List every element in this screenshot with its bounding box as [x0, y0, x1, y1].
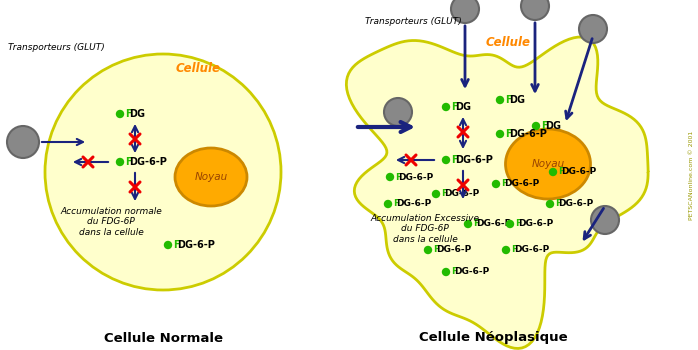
- Text: Transporteurs (GLUT): Transporteurs (GLUT): [8, 43, 105, 52]
- Text: F: F: [501, 180, 507, 189]
- Circle shape: [443, 268, 450, 275]
- Text: DG-6-P: DG-6-P: [128, 157, 167, 167]
- Text: F: F: [393, 199, 399, 209]
- Circle shape: [117, 111, 124, 118]
- Circle shape: [549, 168, 556, 175]
- Circle shape: [533, 122, 540, 130]
- Text: F: F: [451, 267, 457, 276]
- Text: DG-6-P: DG-6-P: [454, 267, 489, 276]
- Text: Cellule Néoplasique: Cellule Néoplasique: [419, 331, 567, 344]
- Text: DG-6-P: DG-6-P: [505, 180, 540, 189]
- Text: F: F: [451, 102, 458, 112]
- Circle shape: [117, 159, 124, 166]
- Text: DG: DG: [454, 102, 470, 112]
- Text: DG-6-P: DG-6-P: [514, 245, 549, 254]
- Circle shape: [493, 181, 500, 188]
- Circle shape: [507, 220, 514, 228]
- Circle shape: [451, 0, 479, 23]
- Text: Accumulation Excessive
du FDG-6P
dans la cellule: Accumulation Excessive du FDG-6P dans la…: [371, 214, 480, 244]
- Text: DG: DG: [544, 121, 560, 131]
- Text: Noyau: Noyau: [531, 159, 565, 169]
- Circle shape: [165, 241, 172, 248]
- Circle shape: [496, 97, 503, 104]
- Text: DG-6-P: DG-6-P: [177, 240, 214, 250]
- Circle shape: [433, 190, 440, 197]
- Text: DG-6-P: DG-6-P: [454, 155, 493, 165]
- Circle shape: [503, 246, 510, 253]
- Text: F: F: [395, 173, 401, 182]
- Circle shape: [443, 104, 450, 111]
- Text: DG-6-P: DG-6-P: [445, 189, 480, 198]
- Circle shape: [579, 15, 607, 43]
- Text: DG-6-P: DG-6-P: [396, 199, 431, 209]
- Circle shape: [45, 54, 281, 290]
- Polygon shape: [346, 37, 648, 349]
- Text: F: F: [541, 121, 548, 131]
- Text: F: F: [505, 95, 512, 105]
- Text: Cellule: Cellule: [486, 35, 530, 49]
- Text: Noyau: Noyau: [194, 172, 228, 182]
- Circle shape: [387, 174, 394, 181]
- Text: F: F: [451, 155, 458, 165]
- Text: DG: DG: [128, 109, 144, 119]
- Text: F: F: [511, 245, 517, 254]
- Text: Cellule Normale: Cellule Normale: [103, 331, 223, 344]
- Circle shape: [385, 201, 392, 208]
- Text: DG-6-P: DG-6-P: [561, 168, 597, 176]
- Text: Transporteurs (GLUT): Transporteurs (GLUT): [365, 17, 462, 26]
- Text: DG-6-P: DG-6-P: [558, 199, 593, 209]
- Circle shape: [443, 156, 450, 163]
- Circle shape: [7, 126, 39, 158]
- Circle shape: [424, 246, 431, 253]
- Circle shape: [384, 98, 412, 126]
- Text: F: F: [125, 109, 132, 119]
- Text: DG-6-P: DG-6-P: [509, 129, 547, 139]
- Ellipse shape: [505, 129, 591, 199]
- Text: F: F: [515, 219, 521, 229]
- Text: F: F: [441, 189, 447, 198]
- Text: Cellule: Cellule: [175, 63, 221, 76]
- Circle shape: [464, 220, 472, 228]
- Circle shape: [591, 206, 619, 234]
- Text: F: F: [505, 129, 512, 139]
- Text: PETSCANonline.com © 2001: PETSCANonline.com © 2001: [689, 131, 694, 220]
- Text: F: F: [555, 199, 561, 209]
- Text: F: F: [473, 219, 479, 229]
- Text: DG-6-P: DG-6-P: [519, 219, 554, 229]
- Ellipse shape: [175, 148, 247, 206]
- Text: Accumulation normale
du FDG-6P
dans la cellule: Accumulation normale du FDG-6P dans la c…: [60, 207, 162, 237]
- Circle shape: [521, 0, 549, 20]
- Text: F: F: [173, 240, 179, 250]
- Text: F: F: [558, 168, 564, 176]
- Text: DG: DG: [509, 95, 525, 105]
- Text: F: F: [433, 245, 439, 254]
- Text: DG-6-P: DG-6-P: [476, 219, 512, 229]
- Text: DG-6-P: DG-6-P: [436, 245, 472, 254]
- Text: F: F: [125, 157, 132, 167]
- Text: DG-6-P: DG-6-P: [399, 173, 433, 182]
- Circle shape: [496, 131, 503, 138]
- Circle shape: [547, 201, 554, 208]
